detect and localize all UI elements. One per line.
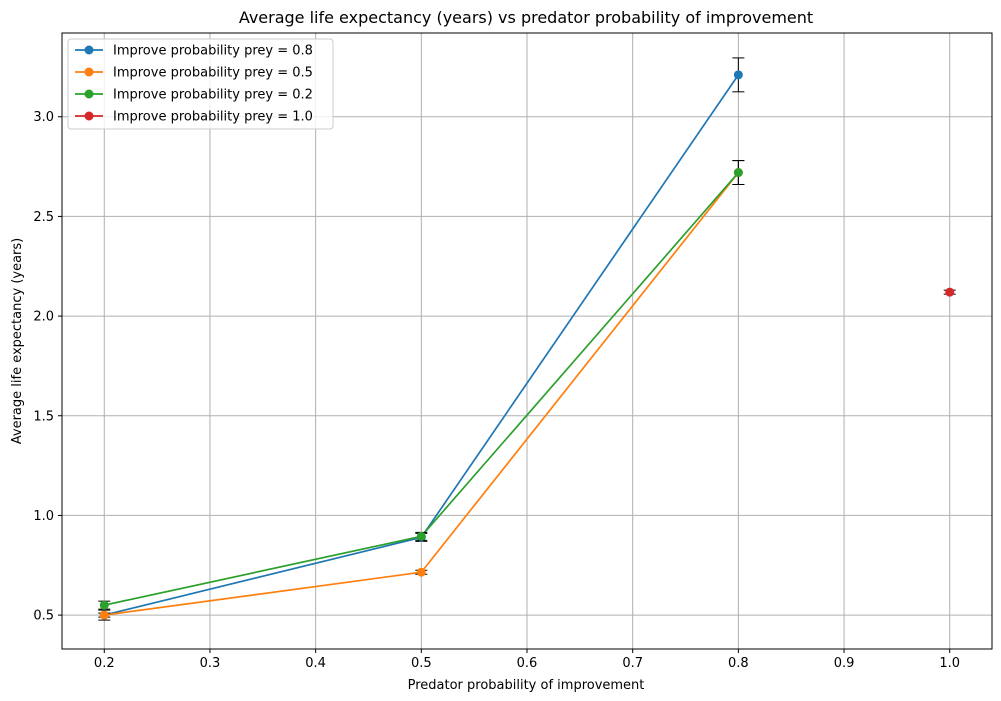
legend-marker	[84, 111, 94, 121]
x-tick-label: 0.3	[200, 656, 221, 671]
legend-item: Improve probability prey = 0.2	[75, 88, 313, 103]
y-tick-label: 1.5	[33, 409, 54, 424]
data-point	[733, 70, 743, 80]
x-tick-label: 0.9	[834, 656, 855, 671]
legend-item: Improve probability prey = 0.5	[75, 66, 313, 81]
data-point	[99, 610, 109, 620]
x-axis-label: Predator probability of improvement	[408, 678, 645, 693]
y-tick-label: 0.5	[33, 609, 54, 624]
series-2	[98, 160, 745, 610]
legend-label: Improve probability prey = 0.8	[113, 44, 313, 59]
legend-label: Improve probability prey = 0.2	[113, 88, 313, 103]
data-point	[945, 287, 955, 297]
data-point	[99, 600, 109, 610]
x-tick-label: 0.8	[728, 656, 749, 671]
x-tick-label: 0.4	[305, 656, 326, 671]
chart-title: Average life expectancy (years) vs preda…	[239, 8, 813, 27]
x-tick-label: 1.0	[939, 656, 960, 671]
legend-box	[67, 38, 334, 130]
y-tick-label: 1.0	[33, 509, 54, 524]
series-layer	[98, 57, 956, 621]
legend-item: Improve probability prey = 0.8	[75, 44, 313, 59]
legend-marker	[84, 89, 94, 99]
legend-marker	[84, 45, 94, 55]
axis-ticks: 0.2 0.3 0.4 0.5 0.6 0.7 0.8 0.9 1.0 0.5 1.0 1.5 2.0 2…	[33, 110, 960, 671]
y-axis-label: Average life expectancy (years)	[10, 238, 25, 445]
x-tick-label: 0.7	[622, 656, 643, 671]
legend-label: Improve probability prey = 1.0	[113, 110, 313, 125]
y-tick-label: 2.0	[33, 310, 54, 325]
data-point	[416, 531, 426, 541]
series-3	[943, 287, 956, 297]
legend-marker	[84, 67, 94, 77]
y-tick-label: 2.5	[33, 210, 54, 225]
legend: Improve probability prey = 0.8 Improve pr…	[67, 38, 334, 130]
x-tick-label: 0.5	[411, 656, 432, 671]
x-tick-label: 0.6	[517, 656, 538, 671]
data-point	[416, 567, 426, 577]
y-tick-label: 3.0	[33, 110, 54, 125]
x-tick-label: 0.2	[94, 656, 115, 671]
grid	[62, 33, 992, 649]
legend-label: Improve probability prey = 0.5	[113, 66, 313, 81]
data-point	[733, 168, 743, 178]
legend-item: Improve probability prey = 1.0	[75, 110, 313, 125]
